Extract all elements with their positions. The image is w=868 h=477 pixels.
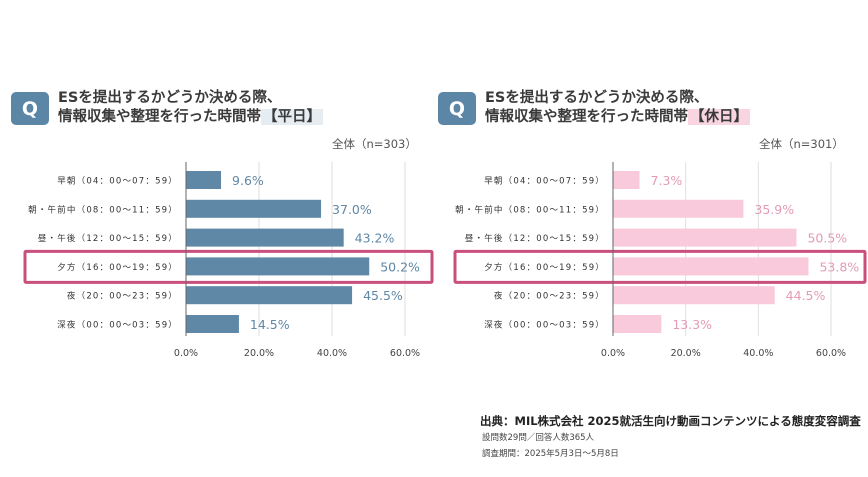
data-label: 7.3% bbox=[651, 173, 683, 188]
data-label: 50.5% bbox=[807, 231, 847, 246]
category-label: 朝・午前中（08：00〜11：59） bbox=[455, 204, 605, 215]
bar bbox=[613, 286, 775, 305]
category-label: 朝・午前中（08：00〜11：59） bbox=[28, 204, 178, 215]
x-tick-label: 20.0% bbox=[671, 348, 701, 359]
holiday-panel: Q ESを提出するかどうか決める際、 情報収集や整理を行った時間帯 【休日】 全体… bbox=[434, 0, 868, 380]
data-label: 9.6% bbox=[232, 173, 264, 188]
x-tick-label: 60.0% bbox=[816, 348, 846, 359]
x-tick-label: 0.0% bbox=[174, 348, 198, 359]
chart-title: ESを提出するかどうか決める際、 情報収集や整理を行った時間帯 【平日】 bbox=[58, 89, 323, 127]
sample-size-label: 全体（n=301） bbox=[759, 137, 844, 151]
category-label: 早朝（04：00〜07：59） bbox=[57, 176, 178, 187]
x-tick-label: 0.0% bbox=[601, 348, 625, 359]
data-label: 50.2% bbox=[380, 259, 420, 274]
data-label: 37.0% bbox=[332, 202, 372, 217]
bar bbox=[613, 199, 744, 218]
bar bbox=[186, 228, 344, 247]
weekday-panel: Q ESを提出するかどうか決める際、 情報収集や整理を行った時間帯 【平日】 全体… bbox=[0, 0, 434, 380]
title-line-2: 情報収集や整理を行った時間帯 【平日】 bbox=[58, 108, 323, 127]
title-line-2-text: 情報収集や整理を行った時間帯 bbox=[485, 109, 688, 125]
bar bbox=[613, 171, 640, 189]
x-tick-label: 20.0% bbox=[244, 348, 274, 359]
source-title: 出典：MIL株式会社 2025就活生向け動画コンテンツによる態度変容調査 bbox=[480, 414, 861, 428]
bar bbox=[186, 286, 353, 305]
category-label: 昼・午後（12：00〜15：59） bbox=[38, 233, 178, 244]
category-label: 夕方（16：00〜19：59） bbox=[57, 262, 178, 273]
category-label: 深夜（00：00〜03：59） bbox=[484, 320, 605, 331]
holiday-tag: 【休日】 bbox=[688, 109, 750, 125]
data-label: 14.5% bbox=[250, 317, 290, 332]
category-label: 夕方（16：00〜19：59） bbox=[484, 262, 605, 273]
title-line-2: 情報収集や整理を行った時間帯 【休日】 bbox=[485, 108, 750, 127]
category-label: 夜（20：00〜23：59） bbox=[494, 291, 605, 302]
data-label: 45.5% bbox=[363, 288, 403, 303]
data-label: 44.5% bbox=[786, 288, 826, 303]
source-survey-period: 調査期間：2025年5月3日〜5月8日 bbox=[482, 449, 619, 459]
category-label: 早朝（04：00〜07：59） bbox=[484, 176, 605, 187]
weekday-tag: 【平日】 bbox=[261, 109, 323, 125]
bar-charts: 早朝（04：00〜07：59） 9.6% 朝・午前中（08：00〜11：59） 37.… bbox=[23, 162, 867, 359]
bar bbox=[613, 257, 809, 276]
x-tick-label: 40.0% bbox=[743, 348, 773, 359]
chart-title: ESを提出するかどうか決める際、 情報収集や整理を行った時間帯 【休日】 bbox=[485, 89, 750, 127]
bar bbox=[186, 171, 222, 189]
category-label: 昼・午後（12：00〜15：59） bbox=[465, 233, 605, 244]
x-tick-label: 40.0% bbox=[317, 348, 347, 359]
highlight-box bbox=[453, 249, 867, 284]
source-question-count: 設問数29問／回答人数365人 bbox=[482, 433, 595, 443]
highlight-box bbox=[23, 249, 434, 284]
bar bbox=[613, 228, 797, 247]
data-label: 35.9% bbox=[754, 202, 794, 217]
sample-size-label: 全体（n=303） bbox=[332, 137, 417, 151]
bar bbox=[186, 315, 239, 333]
source-block: 出典：MIL株式会社 2025就活生向け動画コンテンツによる態度変容調査 設問数… bbox=[480, 413, 861, 459]
x-tick-label: 60.0% bbox=[390, 348, 420, 359]
data-label: 53.8% bbox=[819, 259, 859, 274]
title-line-2-text: 情報収集や整理を行った時間帯 bbox=[58, 109, 261, 125]
data-label: 13.3% bbox=[672, 317, 712, 332]
question-badge: Q bbox=[438, 92, 476, 125]
data-label: 43.2% bbox=[355, 231, 395, 246]
category-label: 夜（20：00〜23：59） bbox=[67, 291, 178, 302]
bar bbox=[186, 257, 370, 276]
title-line-1: ESを提出するかどうか決める際、 bbox=[58, 90, 282, 106]
category-label: 深夜（00：00〜03：59） bbox=[57, 320, 178, 331]
bar bbox=[613, 315, 662, 333]
bar bbox=[186, 199, 322, 218]
title-line-1: ESを提出するかどうか決める際、 bbox=[485, 90, 709, 106]
question-badge: Q bbox=[11, 92, 49, 125]
